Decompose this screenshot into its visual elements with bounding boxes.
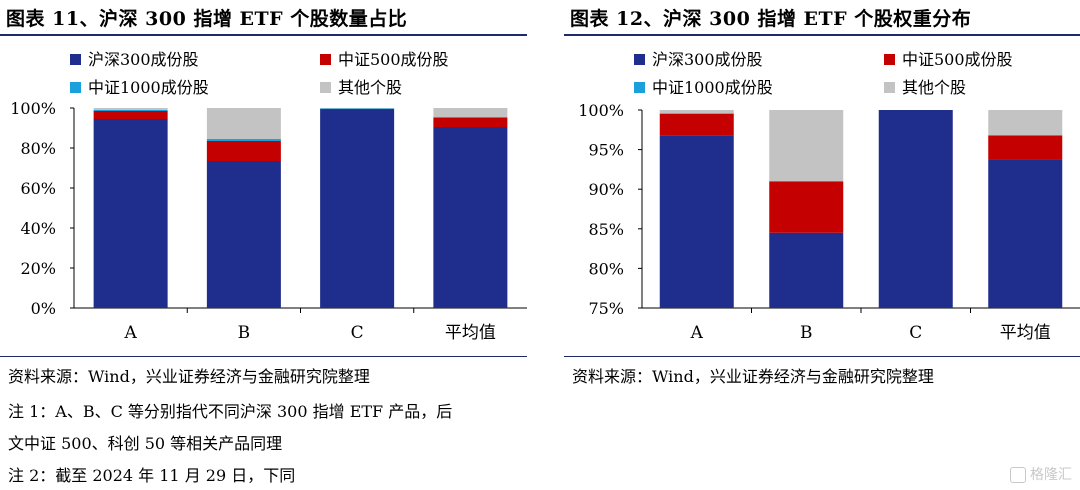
bar-segment — [320, 109, 395, 110]
x-tick-label: A — [690, 323, 704, 343]
legend-swatch — [320, 54, 331, 65]
bar-segment — [433, 108, 508, 117]
legend-swatch — [70, 54, 81, 65]
y-tick-label: 85% — [588, 220, 624, 239]
bar-segment — [988, 110, 1063, 136]
y-tick-label: 95% — [588, 141, 624, 160]
x-tick-label: 平均值 — [445, 323, 496, 343]
right-title-rule — [564, 34, 1080, 36]
y-tick-label: 40% — [20, 219, 56, 238]
bar-segment — [206, 141, 281, 161]
bar-segment — [769, 181, 844, 233]
bar-segment — [93, 119, 168, 308]
watermark: 格隆汇 — [1010, 464, 1072, 484]
y-tick-label: 75% — [588, 299, 624, 318]
left-chart-title: 图表 11、沪深 300 指增 ETF 个股数量占比 — [6, 8, 408, 30]
bar-segment — [659, 113, 734, 136]
y-tick-label: 100% — [10, 99, 56, 118]
x-tick-label: 平均值 — [1000, 323, 1051, 343]
legend-swatch — [70, 82, 81, 93]
legend-label: 中证500成份股 — [338, 50, 449, 69]
y-tick-label: 20% — [20, 259, 56, 278]
bar-segment — [769, 232, 844, 308]
bar-segment — [659, 135, 734, 308]
left-note-1: 注 1：A、B、C 等分别指代不同沪深 300 指增 ETF 产品，后 — [8, 402, 453, 421]
bar-segment — [659, 110, 734, 114]
right-chart-bottom-rule — [564, 356, 1080, 357]
legend-label: 其他个股 — [338, 78, 402, 97]
watermark-logo-icon — [1010, 467, 1026, 483]
left-source-note: 资料来源：Wind，兴业证券经济与金融研究院整理 — [8, 367, 370, 386]
bar-segment — [433, 118, 508, 127]
left-chart-bottom-rule — [0, 356, 527, 357]
y-tick-label: 80% — [20, 139, 56, 158]
bar-segment — [988, 135, 1063, 160]
left-title-rule — [0, 34, 527, 36]
bar-segment — [206, 161, 281, 308]
legend-label: 中证1000成份股 — [88, 78, 209, 97]
right-source-note: 资料来源：Wind，兴业证券经济与金融研究院整理 — [572, 367, 934, 386]
legend-swatch — [634, 54, 645, 65]
y-tick-label: 60% — [20, 179, 56, 198]
left-note-1-cont: 文中证 500、科创 50 等相关产品同理 — [8, 434, 283, 453]
legend-swatch — [884, 82, 895, 93]
bar-segment — [93, 108, 168, 110]
y-tick-label: 100% — [578, 101, 624, 120]
bar-segment — [320, 110, 395, 308]
legend-label: 沪深300成份股 — [88, 50, 199, 69]
x-tick-label: C — [909, 323, 922, 343]
legend-label: 沪深300成份股 — [652, 50, 763, 69]
y-tick-label: 90% — [588, 180, 624, 199]
bar-segment — [878, 110, 953, 308]
bar-segment — [988, 159, 1063, 308]
bar-segment — [769, 110, 844, 182]
x-tick-label: B — [238, 323, 251, 343]
bar-segment — [93, 110, 168, 111]
legend-swatch — [320, 82, 331, 93]
left-note-2: 注 2：截至 2024 年 11 月 29 日，下同 — [8, 466, 296, 485]
bar-segment — [433, 117, 508, 118]
legend-swatch — [884, 54, 895, 65]
legend-label: 中证500成份股 — [902, 50, 1013, 69]
right-chart-title: 图表 12、沪深 300 指增 ETF 个股权重分布 — [570, 8, 972, 30]
y-tick-label: 0% — [31, 299, 56, 318]
x-tick-label: C — [351, 323, 364, 343]
bar-segment — [433, 127, 508, 308]
y-tick-label: 80% — [588, 259, 624, 278]
bar-segment — [206, 139, 281, 141]
legend-swatch — [634, 82, 645, 93]
x-tick-label: B — [800, 323, 813, 343]
legend-label: 其他个股 — [902, 78, 966, 97]
bar-segment — [206, 108, 281, 139]
bar-segment — [659, 113, 734, 114]
legend-label: 中证1000成份股 — [652, 78, 773, 97]
bar-segment — [320, 108, 395, 109]
bar-segment — [93, 111, 168, 119]
x-tick-label: A — [123, 323, 137, 343]
watermark-text: 格隆汇 — [1030, 467, 1072, 483]
